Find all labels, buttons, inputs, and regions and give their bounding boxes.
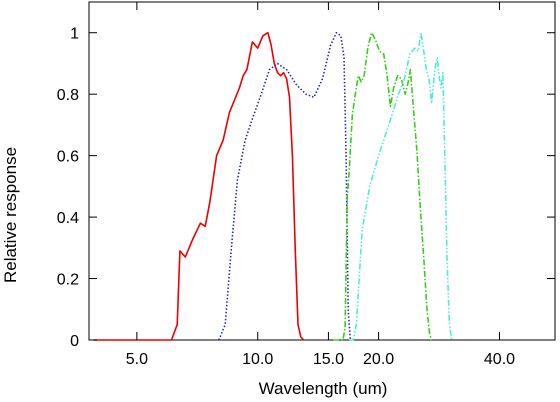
plot-border [88,1,556,341]
series-layer [93,31,453,341]
y-tick-label: 0.8 [57,87,79,104]
x-axis: 5.0 10.0 15.0 20.0 40.0 [126,2,515,368]
x-tick-label: 15.0 [313,351,344,368]
y-axis: 0 0.2 0.4 0.6 0.8 1 [57,26,555,350]
series-line-2 [218,31,352,341]
x-axis-label: Wavelength (um) [259,379,388,398]
y-tick-label: 0.2 [57,272,79,289]
y-tick-label: 1 [70,26,79,43]
series-line-1 [93,31,305,341]
plot-frame [88,1,556,341]
x-tick-label: 40.0 [484,351,515,368]
x-tick-label: 10.0 [242,351,273,368]
series-line-3 [333,31,433,341]
y-tick-label: 0 [70,333,79,350]
y-tick-label: 0.6 [57,149,79,166]
series-line-4 [349,31,453,341]
y-tick-label: 0.4 [57,210,79,227]
y-axis-label: Relative response [1,147,20,283]
x-tick-label: 5.0 [126,351,148,368]
x-tick-label: 20.0 [363,351,394,368]
